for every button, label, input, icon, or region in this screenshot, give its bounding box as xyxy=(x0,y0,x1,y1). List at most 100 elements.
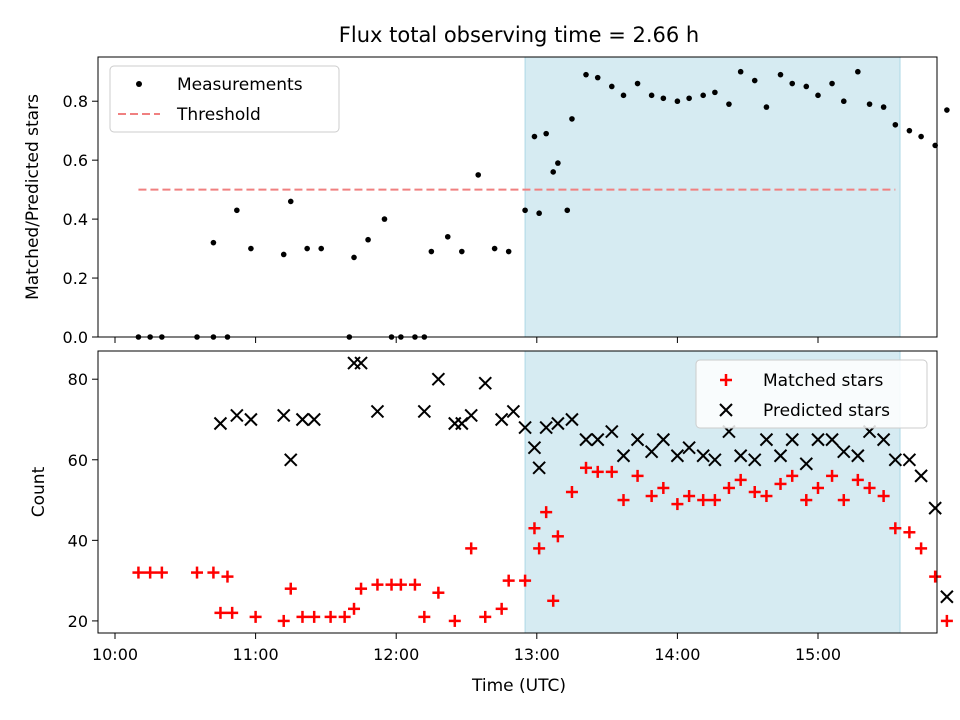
measurement-point xyxy=(918,133,924,140)
measurement-point xyxy=(803,83,810,90)
measurement-point xyxy=(855,68,861,75)
matched-star-point xyxy=(221,570,234,583)
matched-star-point xyxy=(631,469,644,482)
predicted-star-point xyxy=(799,457,813,471)
predicted-star-point xyxy=(656,432,671,447)
measurement-point xyxy=(712,89,718,96)
predicted-star-point xyxy=(940,590,954,604)
measurement-point xyxy=(491,245,498,252)
legend-predicted-marker xyxy=(719,403,733,417)
matched-star-point xyxy=(915,542,928,555)
matched-star-point xyxy=(432,586,445,599)
measurement-point xyxy=(536,210,542,217)
matched-stars-points xyxy=(132,461,953,627)
measurement-point xyxy=(475,172,482,178)
predicted-star-point xyxy=(244,412,258,427)
predicted-star-point xyxy=(277,408,291,423)
measurement-point xyxy=(583,71,589,78)
measurement-point xyxy=(287,198,294,205)
matched-star-point xyxy=(722,481,735,494)
measurement-point xyxy=(365,236,371,243)
matched-star-point xyxy=(249,610,262,623)
y-tick-label: 0.8 xyxy=(63,92,88,111)
matched-star-point xyxy=(547,594,560,607)
x-tick-label: 13:00 xyxy=(514,645,560,664)
predicted-star-point xyxy=(370,404,385,419)
matched-star-point xyxy=(671,498,684,511)
predicted-star-point xyxy=(230,408,244,423)
x-tick-label: 10:00 xyxy=(92,645,138,664)
x-tick-label: 15:00 xyxy=(795,645,841,664)
y-tick-label: 80 xyxy=(68,370,88,389)
predicted-star-point xyxy=(417,404,432,419)
y-tick-label: 40 xyxy=(68,531,88,550)
measurement-point xyxy=(660,95,667,102)
measurement-point xyxy=(880,104,887,110)
y-tick-label: 0.4 xyxy=(63,210,88,229)
predicted-star-point xyxy=(914,469,928,483)
matched-star-point xyxy=(786,469,799,482)
matched-star-point xyxy=(418,610,431,623)
matched-star-point xyxy=(348,602,361,615)
matched-star-point xyxy=(284,582,297,595)
matched-star-point xyxy=(519,574,532,587)
predicted-star-point xyxy=(579,432,593,447)
top-axes-frame xyxy=(97,56,938,338)
predicted-star-point xyxy=(539,420,553,435)
predicted-star-point xyxy=(478,376,492,390)
matched-star-point xyxy=(837,494,850,507)
matched-star-point xyxy=(191,566,204,579)
predicted-star-point xyxy=(630,432,645,447)
measurement-point xyxy=(906,127,913,134)
matched-star-point xyxy=(591,465,604,478)
matched-star-point xyxy=(465,542,478,555)
measurement-point xyxy=(777,71,784,78)
measurement-point xyxy=(522,207,528,214)
measurement-point xyxy=(866,101,873,107)
matched-star-point xyxy=(889,522,902,535)
matched-star-point xyxy=(851,473,864,486)
predicted-star-point xyxy=(682,440,696,455)
top-legend: Measurements Threshold xyxy=(109,65,340,133)
top-observing-span xyxy=(524,56,901,338)
measurement-point xyxy=(531,133,538,140)
matched-star-point xyxy=(296,610,309,623)
top-legend-box xyxy=(109,65,340,133)
measurement-point xyxy=(444,233,451,240)
bottom-x-axis: 10:00 11:00 12:00 13:00 14:00 15:00 xyxy=(92,633,841,664)
x-tick-label: 14:00 xyxy=(654,645,700,664)
matched-star-point xyxy=(657,481,670,494)
legend-measurements-label: Measurements xyxy=(177,75,303,95)
matched-star-point xyxy=(708,494,721,507)
matched-star-point xyxy=(144,566,157,579)
predicted-star-point xyxy=(837,445,851,459)
matched-star-point xyxy=(863,481,876,494)
predicted-star-point xyxy=(213,416,228,431)
matched-star-point xyxy=(812,481,824,494)
measurement-point xyxy=(564,207,571,214)
matched-star-point xyxy=(800,494,813,507)
predicted-star-point xyxy=(876,432,891,447)
measurement-point xyxy=(555,160,561,166)
legend-measurements-marker xyxy=(136,81,142,87)
y-tick-label: 60 xyxy=(68,451,88,470)
measurement-point xyxy=(318,245,325,252)
matched-star-point xyxy=(528,522,541,535)
measurement-point xyxy=(594,74,601,81)
y-tick-label: 0.6 xyxy=(63,151,88,170)
predicted-star-point xyxy=(733,449,748,463)
measurement-point xyxy=(944,107,950,113)
measurement-point xyxy=(459,248,465,255)
matched-star-point xyxy=(394,578,407,591)
x-tick-label: 11:00 xyxy=(233,645,279,664)
bottom-axes-frame xyxy=(97,350,938,634)
matched-star-point xyxy=(697,494,710,507)
matched-star-point xyxy=(929,570,942,583)
measurement-point xyxy=(304,245,310,252)
measurement-point xyxy=(234,207,240,214)
matched-star-point xyxy=(565,486,578,498)
measurement-point xyxy=(892,121,899,128)
predicted-star-point xyxy=(591,432,605,447)
measurement-point xyxy=(751,77,758,84)
